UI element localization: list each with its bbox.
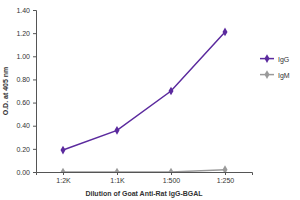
series-marker [114,126,119,135]
x-tick: 1:500 [163,172,181,184]
legend-marker [264,54,269,63]
y-axis-line [33,11,37,173]
x-tick: 1:1K [110,172,125,184]
y-tick-label: 0.60 [16,99,30,106]
x-tick: 1:2K [56,172,71,184]
y-tick-mark [33,172,36,173]
series-marker [60,168,65,172]
y-tick-mark [33,103,36,104]
series-marker [222,165,227,172]
series-marker [114,168,119,172]
y-tick-label: 0.00 [16,169,30,176]
y-tick: 0.20 [16,146,36,153]
x-tick-mark [225,172,226,175]
y-tick-label: 1.20 [16,30,30,37]
legend-label: IgG [278,56,289,64]
y-tick: 0.60 [16,99,36,106]
x-tick-mark [63,172,64,175]
x-axis: 1:2K 1:1K 1:500 1:250 [37,172,253,184]
y-tick-label: 1.40 [16,7,30,14]
series-line [63,170,225,172]
y-tick: 1.20 [16,30,36,37]
series-marker [168,87,173,96]
legend-item: IgM [260,70,290,79]
legend-item: IgG [260,54,289,63]
y-tick-mark [33,149,36,150]
x-tick-label: 1:2K [56,177,71,184]
y-axis: 0.00 0.20 0.40 0.60 0.80 1.00 1.20 1.40 [16,7,36,176]
series-marker [222,28,227,37]
x-tick-label: 1:1K [110,177,125,184]
y-tick-label: 0.40 [16,122,30,129]
series-group [60,28,227,172]
y-tick-mark [33,56,36,57]
legend-marker [264,70,269,79]
plot: 0.00 0.20 0.40 0.60 0.80 1.00 1.20 1.40 1:2K 1:1K… [16,7,252,184]
y-tick-mark [33,126,36,127]
y-tick: 0.80 [16,76,36,83]
x-tick-mark [171,172,172,175]
series-marker [168,168,173,172]
y-tick-mark [33,79,36,80]
legend: IgG IgM [260,54,290,79]
y-tick: 1.40 [16,7,36,14]
y-tick-label: 1.00 [16,53,30,60]
x-tick-mark [117,172,118,175]
y-axis-title: O.D. at 405 nm [2,67,9,116]
y-tick-label: 0.20 [16,146,30,153]
series-line [63,32,225,150]
x-tick: 1:250 [217,172,235,184]
y-tick-mark [33,33,36,34]
series-marker [60,146,65,155]
x-axis-line [37,173,253,176]
y-tick-mark [33,10,36,11]
x-axis-title: Dilution of Goat Anti-Rat IgG-BGAL [85,190,203,198]
x-tick-label: 1:250 [217,177,235,184]
y-tick: 0.00 [16,169,36,176]
chart: 0.00 0.20 0.40 0.60 0.80 1.00 1.20 1.40 1:2K 1:1K… [0,0,300,200]
legend-label: IgM [278,72,290,80]
y-tick: 0.40 [16,122,36,129]
y-tick: 1.00 [16,53,36,60]
x-tick-label: 1:500 [163,177,181,184]
y-tick-label: 0.80 [16,76,30,83]
